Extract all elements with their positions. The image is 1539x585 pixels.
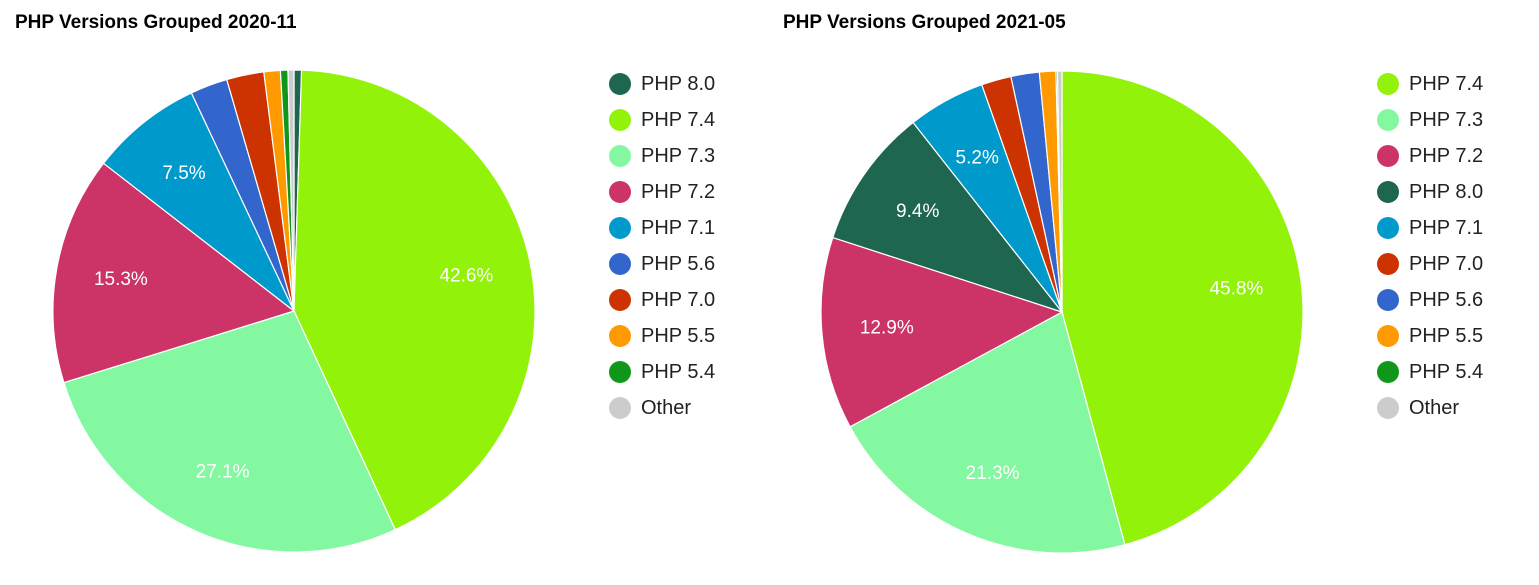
legend-item-php-7-3[interactable]: PHP 7.3 [609,138,715,174]
legend-item-php-5-5[interactable]: PHP 5.5 [609,318,715,354]
legend-item-php-7-4[interactable]: PHP 7.4 [1377,66,1483,102]
pie-slice-other [1056,70,1063,313]
legend-item-php-7-0[interactable]: PHP 7.0 [609,282,715,318]
legend-swatch [1377,253,1399,275]
legend-item-php-7-3[interactable]: PHP 7.3 [1377,102,1483,138]
legend-swatch [1377,325,1399,347]
pie-chart-2021-05: 45.8% 21.3% 12.9% 9.4% 5.2% [820,70,1304,554]
legend-swatch [609,217,631,239]
legend-swatch [609,109,631,131]
legend-2020-11: PHP 8.0 PHP 7.4 PHP 7.3 PHP 7.2 PHP 7.1 PHP 5… [609,66,715,426]
pie-slice-php-7-4 [1061,70,1304,546]
legend-item-php-7-2[interactable]: PHP 7.2 [1377,138,1483,174]
legend-swatch [1377,361,1399,383]
slice-label-php-7-4: 45.8% [1209,278,1263,299]
pie-slice-php-8-0 [832,121,1064,314]
legend-label: PHP 7.1 [1409,216,1484,239]
legend-swatch [1377,109,1399,131]
pie-slice-php-7-3 [849,311,1126,554]
pie-slice-php-7-2 [820,236,1064,428]
slice-label-php-7-1: 5.2% [956,147,999,168]
legend-label: Other [1409,396,1460,419]
legend-label: PHP 5.4 [641,360,716,383]
legend-label: PHP 5.6 [1409,288,1484,311]
legend-item-php-8-0[interactable]: PHP 8.0 [609,66,715,102]
legend-item-php-5-6[interactable]: PHP 5.6 [609,246,715,282]
pie-slice-php-7-3 [63,310,397,553]
legend-item-php-5-6[interactable]: PHP 5.6 [1377,282,1483,318]
legend-label: PHP 7.2 [1409,144,1484,167]
legend-swatch [609,289,631,311]
legend-swatch [609,145,631,167]
legend-swatch [609,361,631,383]
pie-slice-php-7-4 [293,69,536,531]
legend-label: PHP 7.3 [1409,108,1484,131]
slice-label-php-7-4: 42.6% [439,265,493,286]
legend-item-php-7-2[interactable]: PHP 7.2 [609,174,715,210]
legend-swatch [609,73,631,95]
slice-label-php-8-0: 9.4% [896,201,939,222]
legend-swatch [1377,73,1399,95]
legend-swatch [1377,181,1399,203]
slice-label-php-7-3: 27.1% [196,461,250,482]
legend-item-php-8-0[interactable]: PHP 8.0 [1377,174,1483,210]
legend-label: PHP 7.3 [641,144,716,167]
pie-slice-php-7-2 [52,162,296,384]
legend-label: PHP 5.6 [641,252,716,275]
legend-label: PHP 7.0 [641,288,716,311]
legend-item-php-5-4[interactable]: PHP 5.4 [609,354,715,390]
legend-label: PHP 7.4 [1409,72,1484,95]
pie-slice-other [287,69,295,312]
chart-2020-11: PHP Versions Grouped 2020-11 42.6% 27.1% 1… [0,0,768,585]
pie-chart-2020-11: 42.6% 27.1% 15.3% 7.5% [52,69,536,553]
legend-label: PHP 5.4 [1409,360,1484,383]
legend-swatch [1377,289,1399,311]
legend-label: PHP 7.4 [641,108,716,131]
legend-swatch [1377,217,1399,239]
legend-item-other[interactable]: Other [1377,390,1483,426]
legend-label: PHP 5.5 [1409,324,1484,347]
legend-2021-05: PHP 7.4 PHP 7.3 PHP 7.2 PHP 8.0 PHP 7.1 PHP 7… [1377,66,1483,426]
legend-item-php-7-1[interactable]: PHP 7.1 [1377,210,1483,246]
chart-2021-05: PHP Versions Grouped 2021-05 45.8% 21.3% 1… [768,0,1539,585]
legend-label: PHP 7.2 [641,180,716,203]
slice-label-php-7-2: 12.9% [860,318,914,339]
legend-swatch [1377,397,1399,419]
chart-title: PHP Versions Grouped 2021-05 [783,12,1066,33]
legend-label: PHP 8.0 [1409,180,1484,203]
chart-title: PHP Versions Grouped 2020-11 [15,12,297,33]
legend-item-php-7-0[interactable]: PHP 7.0 [1377,246,1483,282]
legend-label: PHP 7.1 [641,216,716,239]
legend-swatch [609,253,631,275]
legend-item-other[interactable]: Other [609,390,715,426]
legend-label: PHP 7.0 [1409,252,1484,275]
legend-label: Other [641,396,692,419]
legend-label: PHP 8.0 [641,72,716,95]
slice-label-php-7-3: 21.3% [966,463,1020,484]
slice-label-php-7-1: 7.5% [162,163,205,184]
legend-swatch [609,397,631,419]
legend-swatch [609,181,631,203]
legend-item-php-7-4[interactable]: PHP 7.4 [609,102,715,138]
legend-swatch [609,325,631,347]
slice-label-php-7-2: 15.3% [94,269,148,290]
legend-item-php-5-5[interactable]: PHP 5.5 [1377,318,1483,354]
legend-item-php-5-4[interactable]: PHP 5.4 [1377,354,1483,390]
legend-label: PHP 5.5 [641,324,716,347]
legend-swatch [1377,145,1399,167]
pie-slice-php-7-1 [102,92,295,312]
legend-item-php-7-1[interactable]: PHP 7.1 [609,210,715,246]
